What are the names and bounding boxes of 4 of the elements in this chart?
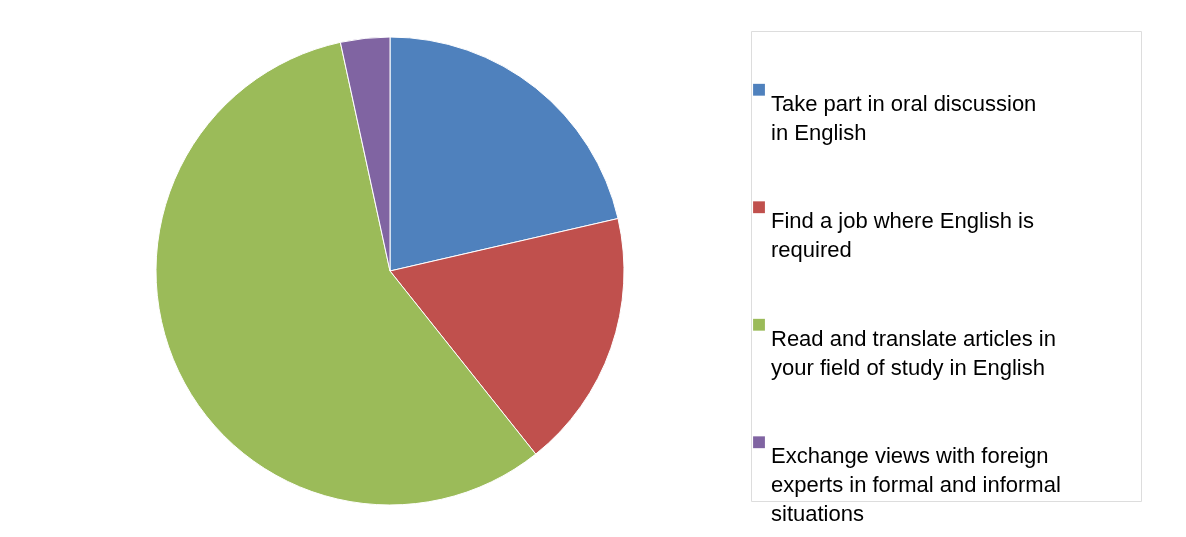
- legend-label: Find a job where English is required: [771, 208, 1034, 263]
- legend-label: Exchange views with foreign experts in formal and informal situations: [771, 443, 1061, 527]
- legend-label: Read and translate articles in your field of study in English: [771, 325, 1056, 380]
- legend-label: Take part in oral discussion in English: [771, 90, 1037, 145]
